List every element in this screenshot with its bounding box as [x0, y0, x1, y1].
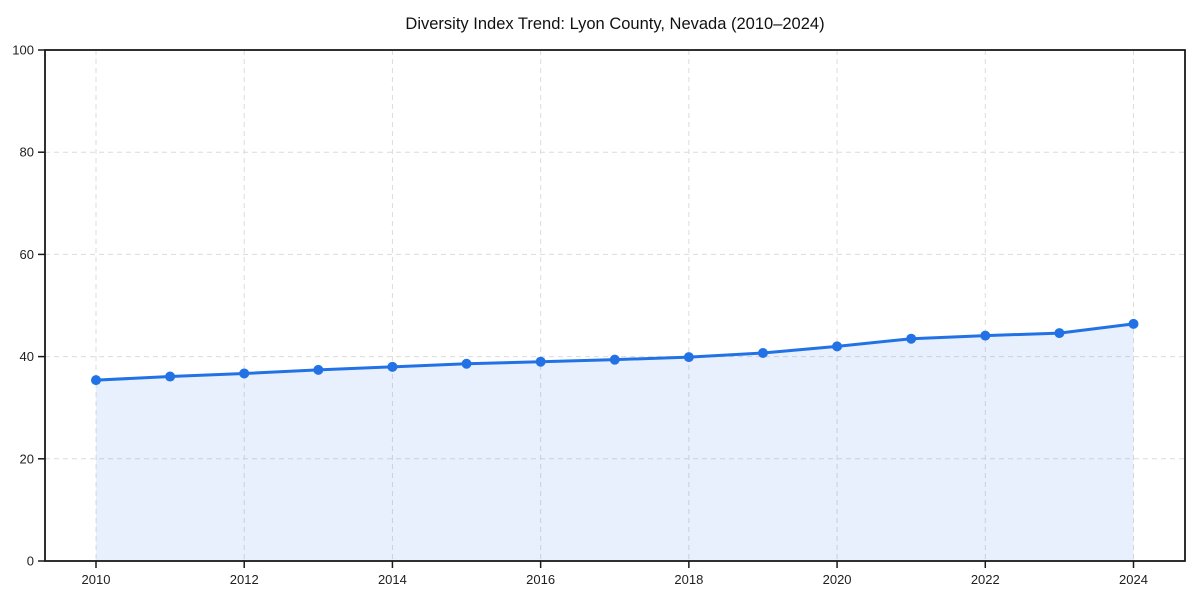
plot-area: 0 20 40 60 80 100 2010 2012 2014 2016 2018 2020 2022… — [12, 43, 1186, 587]
data-point — [239, 368, 250, 379]
data-point — [387, 361, 398, 372]
area-fill — [96, 323, 1134, 561]
x-tick-label: 2012 — [230, 572, 259, 587]
x-tick-label: 2020 — [823, 572, 852, 587]
data-points — [91, 318, 1139, 386]
x-tick-label: 2016 — [526, 572, 555, 587]
chart-title: Diversity Index Trend: Lyon County, Neva… — [405, 15, 824, 33]
data-point — [91, 375, 101, 386]
data-point — [832, 341, 843, 352]
x-tick-label: 2014 — [378, 572, 407, 587]
data-point — [313, 364, 324, 375]
data-point — [683, 352, 694, 363]
x-tick-label: 2018 — [674, 572, 703, 587]
y-axis: 0 20 40 60 80 100 — [12, 43, 45, 569]
y-tick-label: 80 — [20, 145, 34, 160]
y-tick-label: 40 — [20, 349, 34, 364]
y-tick-label: 0 — [27, 554, 34, 569]
grid-lines — [45, 50, 1185, 561]
data-point — [461, 358, 472, 369]
data-point — [535, 356, 546, 367]
y-tick-label: 60 — [20, 247, 34, 262]
x-axis: 2010 2012 2014 2016 2018 2020 2022 2024 — [82, 561, 1148, 587]
data-point — [165, 371, 176, 382]
plot-frame — [44, 49, 1186, 562]
data-point — [1054, 328, 1065, 339]
y-tick-label: 100 — [12, 43, 34, 58]
data-point — [609, 354, 620, 365]
data-point — [1128, 318, 1139, 329]
y-tick-label: 20 — [20, 451, 34, 466]
x-tick-label: 2010 — [82, 572, 111, 587]
data-point — [757, 348, 768, 359]
data-point — [980, 330, 991, 341]
data-point — [906, 333, 917, 344]
x-tick-label: 2022 — [971, 572, 1000, 587]
x-tick-label: 2024 — [1119, 572, 1148, 587]
